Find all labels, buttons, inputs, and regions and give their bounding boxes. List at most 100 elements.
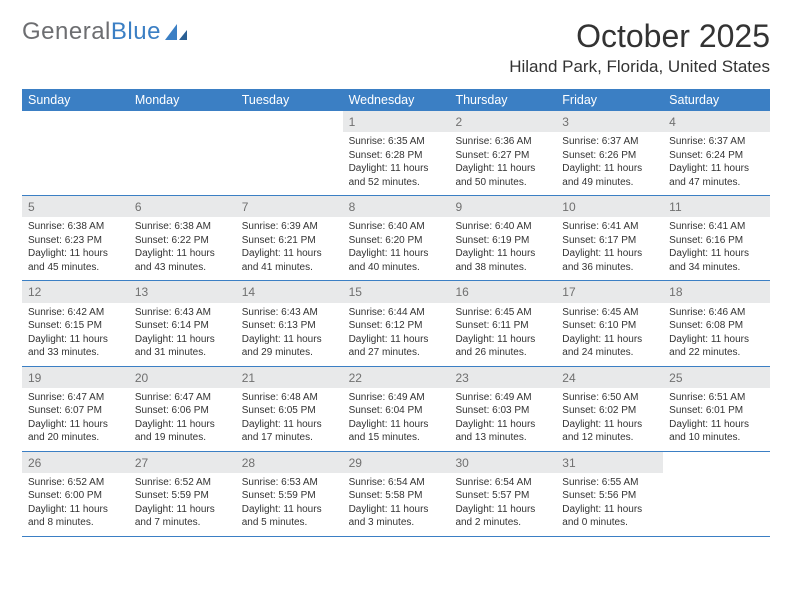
- day-sunset: Sunset: 6:19 PM: [455, 234, 550, 248]
- day-day1: Daylight: 11 hours: [669, 247, 764, 261]
- day-sunset: Sunset: 6:26 PM: [562, 149, 657, 163]
- day-sunrise: Sunrise: 6:40 AM: [455, 220, 550, 234]
- weekday-monday: Monday: [129, 89, 236, 111]
- day-details: Sunrise: 6:38 AMSunset: 6:23 PMDaylight:…: [22, 217, 129, 280]
- day-number: 4: [663, 111, 770, 132]
- day-sunset: Sunset: 5:59 PM: [135, 489, 230, 503]
- day-sunrise: Sunrise: 6:46 AM: [669, 306, 764, 320]
- calendar-day: 18Sunrise: 6:46 AMSunset: 6:08 PMDayligh…: [663, 281, 770, 365]
- day-sunrise: Sunrise: 6:48 AM: [242, 391, 337, 405]
- calendar-day: 21Sunrise: 6:48 AMSunset: 6:05 PMDayligh…: [236, 367, 343, 451]
- day-sunset: Sunset: 6:11 PM: [455, 319, 550, 333]
- day-number: 21: [236, 367, 343, 388]
- day-day2: and 50 minutes.: [455, 176, 550, 190]
- day-day2: and 0 minutes.: [562, 516, 657, 530]
- day-day1: Daylight: 11 hours: [669, 418, 764, 432]
- day-sunset: Sunset: 5:57 PM: [455, 489, 550, 503]
- day-number: 20: [129, 367, 236, 388]
- day-day1: Daylight: 11 hours: [28, 418, 123, 432]
- day-sunrise: Sunrise: 6:54 AM: [455, 476, 550, 490]
- calendar-day: 30Sunrise: 6:54 AMSunset: 5:57 PMDayligh…: [449, 452, 556, 536]
- brand-text-gray: General: [22, 18, 111, 46]
- day-day1: Daylight: 11 hours: [28, 333, 123, 347]
- day-number: 11: [663, 196, 770, 217]
- day-sunset: Sunset: 6:10 PM: [562, 319, 657, 333]
- day-sunrise: Sunrise: 6:44 AM: [349, 306, 444, 320]
- calendar-day: 1Sunrise: 6:35 AMSunset: 6:28 PMDaylight…: [343, 111, 450, 195]
- calendar-day: 3Sunrise: 6:37 AMSunset: 6:26 PMDaylight…: [556, 111, 663, 195]
- day-day1: Daylight: 11 hours: [242, 503, 337, 517]
- calendar-day: 28Sunrise: 6:53 AMSunset: 5:59 PMDayligh…: [236, 452, 343, 536]
- day-number: 10: [556, 196, 663, 217]
- day-sunset: Sunset: 6:17 PM: [562, 234, 657, 248]
- day-day1: Daylight: 11 hours: [669, 162, 764, 176]
- day-sunrise: Sunrise: 6:41 AM: [562, 220, 657, 234]
- day-number: 15: [343, 281, 450, 302]
- day-day2: and 43 minutes.: [135, 261, 230, 275]
- day-number: 7: [236, 196, 343, 217]
- day-sunset: Sunset: 6:02 PM: [562, 404, 657, 418]
- day-number: 25: [663, 367, 770, 388]
- month-title: October 2025: [509, 18, 770, 55]
- day-sunrise: Sunrise: 6:35 AM: [349, 135, 444, 149]
- day-day2: and 47 minutes.: [669, 176, 764, 190]
- day-sunrise: Sunrise: 6:50 AM: [562, 391, 657, 405]
- day-sunrise: Sunrise: 6:39 AM: [242, 220, 337, 234]
- day-number: 31: [556, 452, 663, 473]
- day-day2: and 36 minutes.: [562, 261, 657, 275]
- day-sunrise: Sunrise: 6:52 AM: [135, 476, 230, 490]
- day-details: Sunrise: 6:47 AMSunset: 6:07 PMDaylight:…: [22, 388, 129, 451]
- day-number: 18: [663, 281, 770, 302]
- calendar: Sunday Monday Tuesday Wednesday Thursday…: [22, 89, 770, 537]
- day-sunrise: Sunrise: 6:47 AM: [28, 391, 123, 405]
- day-day2: and 26 minutes.: [455, 346, 550, 360]
- calendar-week: 5Sunrise: 6:38 AMSunset: 6:23 PMDaylight…: [22, 196, 770, 281]
- calendar-day: 4Sunrise: 6:37 AMSunset: 6:24 PMDaylight…: [663, 111, 770, 195]
- day-number: 3: [556, 111, 663, 132]
- day-details: Sunrise: 6:48 AMSunset: 6:05 PMDaylight:…: [236, 388, 343, 451]
- day-day1: Daylight: 11 hours: [562, 333, 657, 347]
- day-day1: Daylight: 11 hours: [562, 503, 657, 517]
- day-details: Sunrise: 6:55 AMSunset: 5:56 PMDaylight:…: [556, 473, 663, 536]
- calendar-day: 7Sunrise: 6:39 AMSunset: 6:21 PMDaylight…: [236, 196, 343, 280]
- day-day1: Daylight: 11 hours: [349, 503, 444, 517]
- day-sunrise: Sunrise: 6:49 AM: [349, 391, 444, 405]
- day-number: 5: [22, 196, 129, 217]
- weekday-thursday: Thursday: [449, 89, 556, 111]
- brand-text-blue: Blue: [111, 18, 161, 46]
- day-number: 19: [22, 367, 129, 388]
- calendar-day: [663, 452, 770, 536]
- weeks-container: 1Sunrise: 6:35 AMSunset: 6:28 PMDaylight…: [22, 111, 770, 537]
- day-day1: Daylight: 11 hours: [562, 162, 657, 176]
- day-details: Sunrise: 6:50 AMSunset: 6:02 PMDaylight:…: [556, 388, 663, 451]
- day-number: 28: [236, 452, 343, 473]
- day-sunset: Sunset: 6:04 PM: [349, 404, 444, 418]
- day-sunset: Sunset: 6:13 PM: [242, 319, 337, 333]
- calendar-day: 14Sunrise: 6:43 AMSunset: 6:13 PMDayligh…: [236, 281, 343, 365]
- day-sunset: Sunset: 6:08 PM: [669, 319, 764, 333]
- day-sunrise: Sunrise: 6:40 AM: [349, 220, 444, 234]
- header-row: GeneralBlue October 2025 Hiland Park, Fl…: [22, 18, 770, 77]
- day-details: Sunrise: 6:41 AMSunset: 6:17 PMDaylight:…: [556, 217, 663, 280]
- day-day1: Daylight: 11 hours: [349, 162, 444, 176]
- day-number: 23: [449, 367, 556, 388]
- day-sunset: Sunset: 6:21 PM: [242, 234, 337, 248]
- calendar-day: [129, 111, 236, 195]
- day-details: Sunrise: 6:44 AMSunset: 6:12 PMDaylight:…: [343, 303, 450, 366]
- day-sunrise: Sunrise: 6:38 AM: [28, 220, 123, 234]
- calendar-day: 6Sunrise: 6:38 AMSunset: 6:22 PMDaylight…: [129, 196, 236, 280]
- day-day1: Daylight: 11 hours: [349, 247, 444, 261]
- day-sunset: Sunset: 6:15 PM: [28, 319, 123, 333]
- day-details: Sunrise: 6:40 AMSunset: 6:19 PMDaylight:…: [449, 217, 556, 280]
- day-number: 9: [449, 196, 556, 217]
- day-number: 8: [343, 196, 450, 217]
- calendar-week: 19Sunrise: 6:47 AMSunset: 6:07 PMDayligh…: [22, 367, 770, 452]
- day-day1: Daylight: 11 hours: [242, 418, 337, 432]
- day-day1: Daylight: 11 hours: [135, 333, 230, 347]
- calendar-day: 27Sunrise: 6:52 AMSunset: 5:59 PMDayligh…: [129, 452, 236, 536]
- day-number: 17: [556, 281, 663, 302]
- calendar-day: 2Sunrise: 6:36 AMSunset: 6:27 PMDaylight…: [449, 111, 556, 195]
- day-details: Sunrise: 6:54 AMSunset: 5:58 PMDaylight:…: [343, 473, 450, 536]
- day-sunrise: Sunrise: 6:42 AM: [28, 306, 123, 320]
- calendar-day: 13Sunrise: 6:43 AMSunset: 6:14 PMDayligh…: [129, 281, 236, 365]
